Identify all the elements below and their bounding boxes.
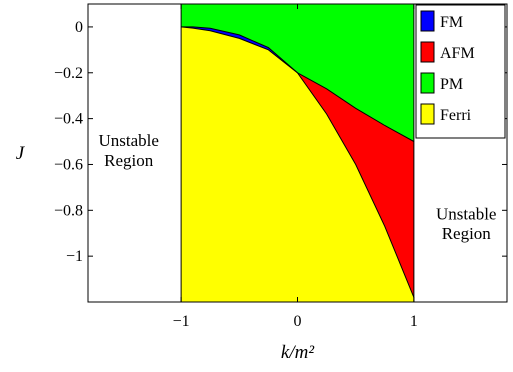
- afm-boundary-line: [297, 72, 415, 142]
- unstable-region-label-line: Region: [442, 224, 492, 243]
- legend-swatch: [420, 41, 435, 63]
- unstable-region-label: Unstable Region: [436, 205, 496, 244]
- x-tick-label: 0: [294, 313, 302, 330]
- y-tick-label: 0: [75, 19, 83, 36]
- legend-label: PM: [440, 76, 463, 93]
- x-axis-label: k/m²: [281, 342, 314, 363]
- legend-label: Ferri: [440, 107, 472, 124]
- fm-boundary-line: [181, 26, 298, 74]
- legend-label: FM: [440, 14, 463, 31]
- unstable-region-label: Unstable Region: [99, 131, 159, 170]
- unstable-region-label-line: Region: [104, 151, 154, 170]
- ferri-region: [181, 26, 414, 303]
- x-tick-label: 1: [410, 313, 418, 330]
- legend: FM AFM PM Ferri: [415, 4, 506, 139]
- y-tick-label: −0.6: [54, 156, 83, 173]
- legend-swatch: [420, 10, 435, 32]
- legend-label: AFM: [440, 45, 475, 62]
- legend-swatch: [420, 103, 435, 125]
- legend-swatch: [420, 72, 435, 94]
- unstable-region-label-line: Unstable: [99, 131, 159, 150]
- x-tick-label: −1: [173, 313, 190, 330]
- fm-region: [181, 26, 298, 73]
- x-axis-ticks: −1 0 1: [173, 4, 418, 330]
- y-tick-label: −0.4: [54, 111, 83, 128]
- ferri-boundary-line: [181, 26, 415, 298]
- afm-region: [297, 72, 414, 298]
- y-axis-ticks: 0 −0.2 −0.4 −0.6 −0.8 −1: [54, 19, 507, 265]
- y-tick-label: −0.2: [54, 65, 83, 82]
- y-axis-label: J: [16, 143, 26, 164]
- y-tick-label: −1: [66, 248, 83, 265]
- unstable-region-label-line: Unstable: [436, 205, 496, 224]
- phase-regions: [180, 4, 415, 303]
- y-tick-label: −0.8: [54, 202, 83, 219]
